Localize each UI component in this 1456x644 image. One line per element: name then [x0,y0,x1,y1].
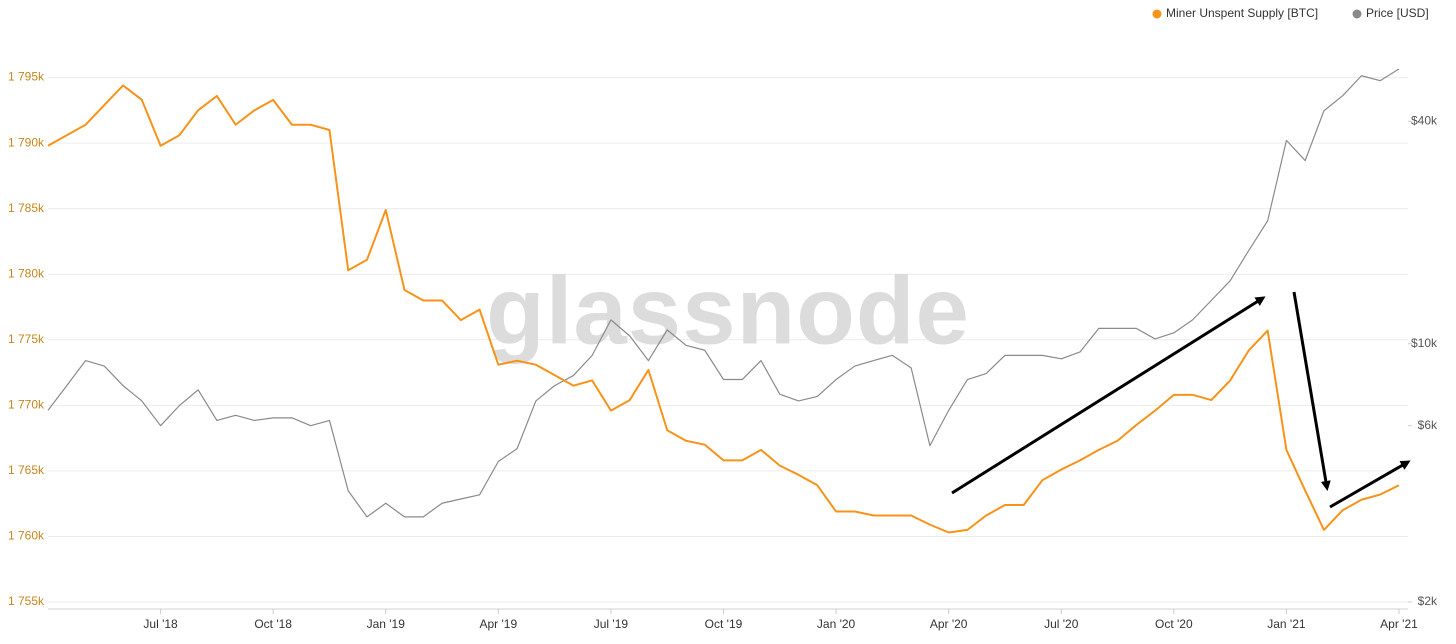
x-tick-label: Apr '21 [1380,617,1418,631]
y2-tick-label: $6k [1418,418,1438,432]
arrow [951,296,1266,495]
y-tick-label: 1 765k [8,463,45,477]
y-tick-label: 1 790k [8,135,45,149]
arrow [1292,291,1331,491]
x-tick-label: Jul '18 [143,617,178,631]
legend: Miner Unspent Supply [BTC] Price [USD] [1152,6,1429,20]
y-tick-label: 1 780k [8,266,45,280]
legend-marker [1352,9,1362,19]
x-tick-label: Apr '19 [480,617,518,631]
y-tick-label: 1 785k [8,201,45,215]
x-tick-label: Jan '19 [367,617,406,631]
y2-tick-label: $40k [1411,113,1438,127]
y2-tick-label: $10k [1411,336,1438,350]
y2-tick-label: $2k [1418,594,1438,608]
legend-label: Price [USD] [1366,6,1429,20]
legend-marker [1152,9,1162,19]
x-tick-label: Jan '20 [817,617,856,631]
grid: 1 755k 1 760k 1 765k 1 770k 1 775k 1 780k 1 78… [8,70,1438,631]
series-line [47,68,1400,518]
annotations [951,291,1411,509]
x-tick-label: Oct '19 [705,617,743,631]
x-tick-label: Jan '21 [1267,617,1306,631]
x-tick-label: Oct '20 [1155,617,1193,631]
watermark: glassnode [486,257,970,364]
legend-label: Miner Unspent Supply [BTC] [1166,6,1318,20]
y-tick-label: 1 755k [8,594,45,608]
y-tick-label: 1 770k [8,398,45,412]
y-tick-label: 1 775k [8,332,45,346]
series [47,68,1400,534]
series-line [47,84,1400,534]
x-tick-label: Apr '20 [930,617,968,631]
y-tick-label: 1 760k [8,529,45,543]
x-tick-label: Jul '20 [1044,617,1079,631]
x-tick-label: Oct '18 [254,617,292,631]
x-tick-label: Jul '19 [594,617,629,631]
arrow [1329,460,1411,509]
y-tick-label: 1 795k [8,70,45,84]
